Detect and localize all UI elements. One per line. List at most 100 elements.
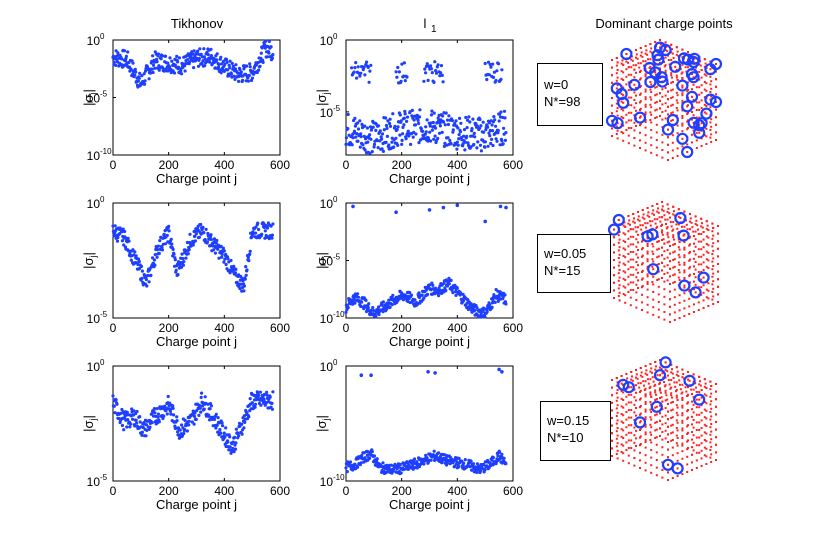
data-point [423, 67, 427, 71]
charge-point [654, 383, 657, 386]
dominant-charge-marker [677, 52, 691, 65]
charge-point [630, 104, 633, 107]
data-point [167, 229, 171, 233]
data-point [398, 462, 402, 467]
data-point [502, 126, 506, 130]
charge-point [705, 463, 708, 465]
charge-point [700, 107, 703, 109]
charge-point [684, 386, 687, 389]
charge-point [635, 64, 637, 67]
data-point [224, 426, 228, 430]
data-point [368, 69, 372, 73]
data-point [458, 130, 463, 134]
charge-point [611, 432, 613, 435]
charge-point [622, 277, 625, 280]
charge-point [659, 43, 662, 46]
data-point [403, 79, 407, 83]
data-point [397, 70, 401, 74]
charge-point [644, 149, 647, 152]
charge-point [715, 78, 717, 81]
data-point [257, 393, 261, 397]
charge-point [625, 373, 628, 375]
dominant-charge-marker [647, 263, 660, 276]
charge-point [661, 233, 664, 236]
data-point [218, 428, 222, 432]
data-point [140, 269, 144, 273]
data-point [469, 459, 473, 463]
charge-point [670, 386, 673, 389]
charge-point [613, 259, 615, 261]
charge-point [632, 258, 635, 261]
data-point [121, 227, 125, 231]
charge-point [616, 457, 619, 460]
charge-point [671, 149, 674, 152]
charge-point [705, 235, 708, 238]
charge-point [683, 254, 686, 257]
dominant-charge-marker [695, 117, 708, 130]
data-point [123, 229, 127, 234]
charge-point [705, 440, 708, 443]
charge-point [677, 223, 680, 226]
data-point [209, 233, 213, 237]
data-point [502, 109, 507, 113]
data-point [187, 419, 191, 423]
charge-point [655, 459, 658, 461]
data-point [140, 433, 144, 437]
x-tick-label: 600 [503, 158, 523, 172]
data-point [185, 58, 189, 62]
charge-point [715, 63, 717, 65]
data-point [402, 74, 406, 78]
charge-point [703, 385, 706, 388]
charge-point [654, 368, 657, 371]
charge-point [639, 115, 642, 118]
charge-point [687, 401, 689, 404]
charge-point [644, 60, 647, 63]
data-point [114, 63, 118, 67]
data-point [187, 423, 191, 427]
charge-point [661, 277, 663, 279]
charge-point [622, 293, 625, 295]
charge-point [630, 96, 633, 99]
charge-point [646, 258, 649, 261]
data-point [186, 252, 190, 256]
charge-point [657, 301, 660, 303]
data-point [478, 126, 482, 130]
charge-point [661, 269, 663, 272]
data-point [202, 47, 206, 51]
charge-point [613, 251, 615, 254]
y-tick-exponent: 0 [333, 358, 338, 367]
charge-point [683, 315, 686, 317]
data-point [270, 56, 274, 60]
data-point [395, 75, 399, 79]
data-point [453, 121, 457, 125]
charge-point [703, 454, 706, 457]
data-point [441, 114, 445, 118]
charge-point [709, 441, 712, 444]
data-point [181, 263, 185, 267]
data-point [451, 291, 455, 295]
data-point [374, 128, 378, 132]
data-point [455, 140, 459, 144]
charge-point [715, 131, 717, 134]
charge-point [681, 92, 684, 95]
charge-point [670, 43, 673, 46]
charge-point [622, 262, 625, 265]
data-point [241, 78, 245, 82]
data-point [165, 233, 169, 237]
y-tick-label: 10 [320, 106, 334, 120]
charge-point [622, 421, 625, 424]
charge-point [639, 101, 641, 104]
charge-point [664, 69, 667, 72]
charge-point [618, 269, 621, 271]
charge-point [697, 301, 700, 304]
data-point [143, 82, 147, 86]
charge-point [639, 429, 641, 431]
charge-point [616, 396, 619, 399]
charge-point [671, 134, 674, 137]
charge-point [653, 218, 656, 221]
data-point [456, 126, 460, 130]
charge-point [669, 221, 672, 223]
charge-point [644, 105, 647, 108]
data-point [223, 257, 227, 261]
charge-point [654, 222, 657, 225]
